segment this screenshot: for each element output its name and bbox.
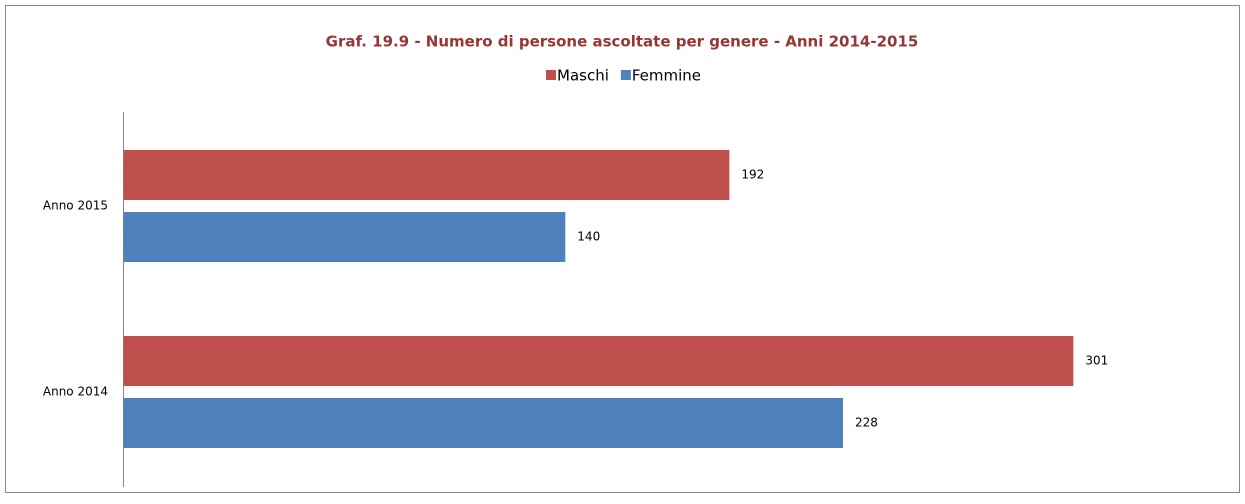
data-label: 192: [741, 168, 764, 182]
bar: [123, 336, 1074, 386]
bar: [123, 398, 844, 448]
legend-swatch: [546, 70, 556, 80]
bar: [123, 212, 566, 262]
chart-title: Graf. 19.9 - Numero di persone ascoltate…: [326, 33, 919, 51]
data-label: 301: [1085, 354, 1108, 368]
y-tick-label: Anno 2015: [43, 199, 108, 213]
legend-label: Femmine: [632, 67, 701, 85]
legend-label: Maschi: [557, 67, 609, 85]
y-tick-label: Anno 2014: [43, 385, 108, 399]
legend-swatch: [620, 70, 631, 80]
data-label: 228: [855, 416, 878, 430]
bar: [123, 150, 730, 200]
data-label: 140: [577, 230, 600, 244]
